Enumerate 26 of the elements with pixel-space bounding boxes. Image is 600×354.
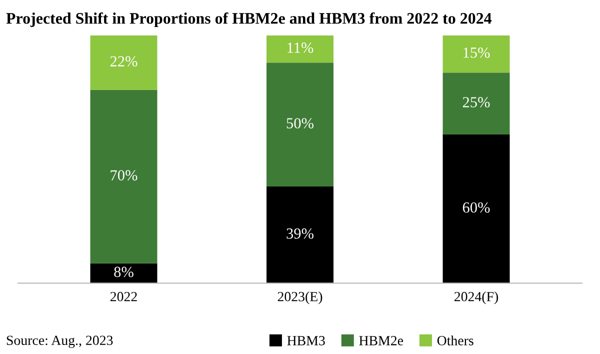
bar — [442, 134, 510, 284]
data-label: 39% — [286, 228, 314, 239]
legend-label: Others — [437, 336, 474, 346]
data-label: 70% — [110, 170, 138, 181]
bar — [266, 35, 334, 63]
bar — [90, 35, 158, 90]
bar — [442, 72, 510, 135]
data-label: 50% — [286, 118, 314, 128]
bar — [442, 35, 510, 73]
bar — [90, 90, 158, 264]
data-label: 8% — [114, 266, 134, 278]
source-note: Source: Aug., 2023 — [6, 336, 113, 348]
bar — [90, 263, 158, 284]
data-label: 60% — [462, 202, 490, 213]
legend-label: HBM2e — [359, 336, 404, 346]
x-tick-label: 2023(E) — [278, 292, 322, 304]
x-tick-label: 2024(F) — [454, 292, 498, 304]
data-label: 22% — [110, 56, 138, 67]
bar — [266, 62, 334, 187]
data-label: 11% — [288, 42, 314, 53]
x-tick-label: 2022 — [110, 292, 137, 302]
data-label: 25% — [462, 97, 490, 108]
bar — [266, 186, 334, 284]
data-label: 15% — [464, 48, 490, 58]
legend-label: HBM3 — [287, 336, 325, 346]
chart-title: Projected Shift in Proportions of HBM2e and HBM3 from 2022 to 2024 — [6, 12, 492, 28]
